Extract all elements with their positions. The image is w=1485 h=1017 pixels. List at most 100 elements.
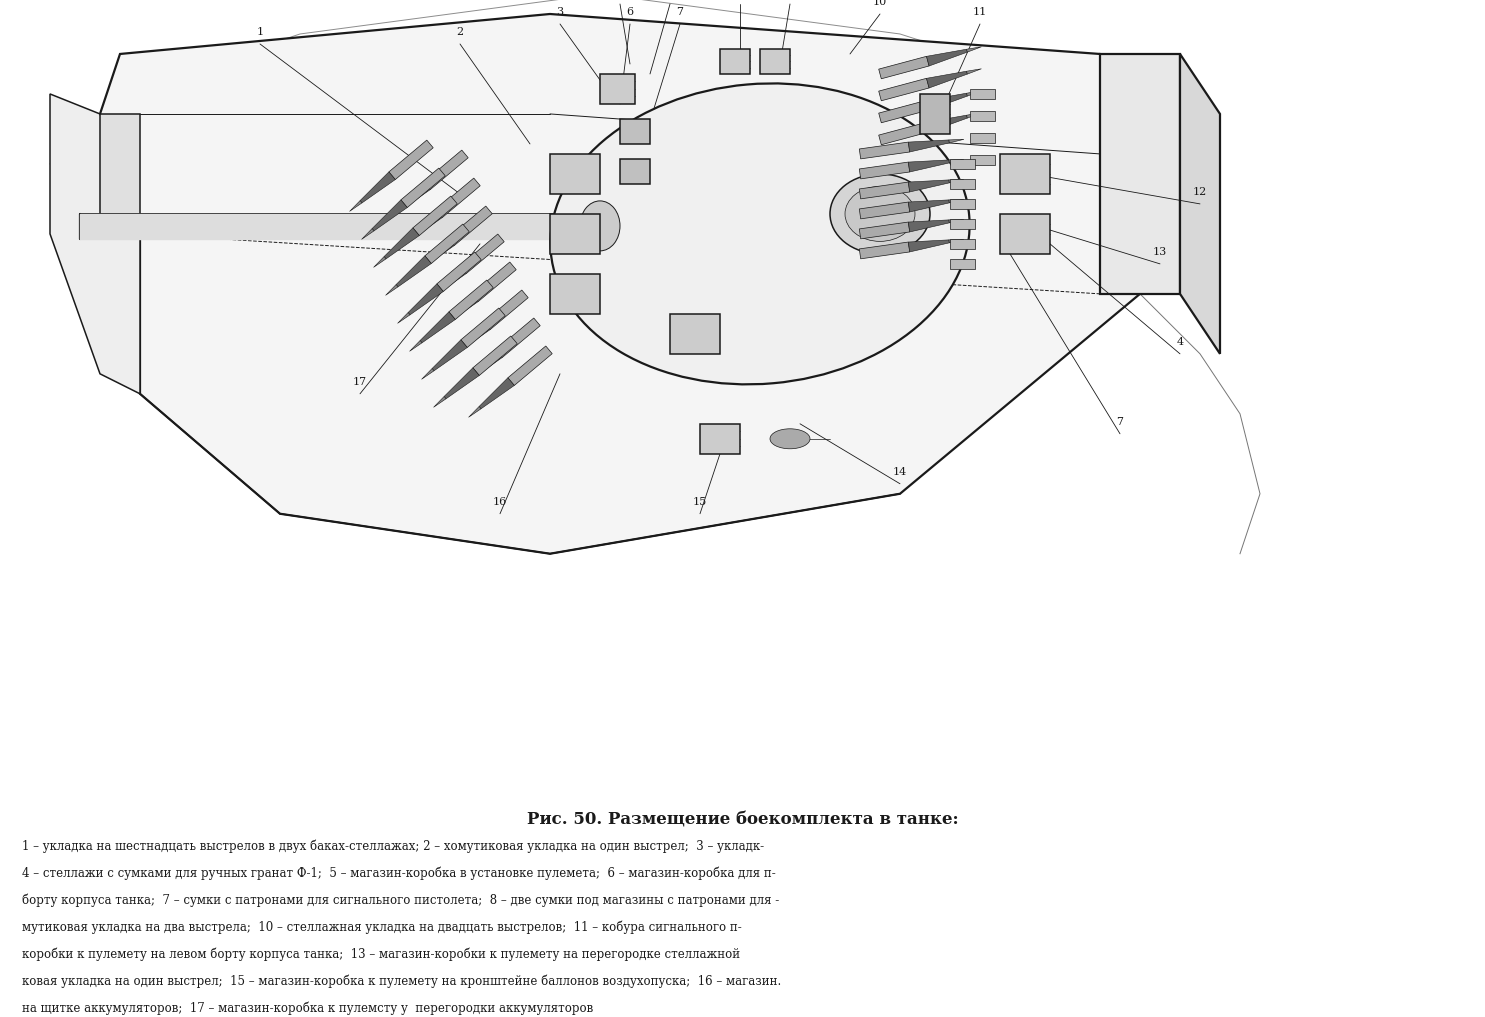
Polygon shape <box>448 206 492 245</box>
Polygon shape <box>361 229 374 239</box>
Polygon shape <box>480 377 514 409</box>
Bar <box>970 111 995 121</box>
Polygon shape <box>420 312 456 343</box>
Text: Рис. 50. Размещение боекомплекта в танке:: Рис. 50. Размещение боекомплекта в танке… <box>527 812 958 829</box>
FancyBboxPatch shape <box>670 314 720 354</box>
Bar <box>970 88 995 99</box>
Polygon shape <box>879 78 930 101</box>
Polygon shape <box>407 210 443 241</box>
Polygon shape <box>860 182 910 199</box>
FancyBboxPatch shape <box>760 49 790 74</box>
Bar <box>950 239 976 249</box>
Polygon shape <box>472 336 517 375</box>
Polygon shape <box>401 168 446 207</box>
Polygon shape <box>359 172 395 203</box>
FancyBboxPatch shape <box>549 214 600 254</box>
Text: 16: 16 <box>493 496 506 506</box>
Text: 6: 6 <box>627 7 634 17</box>
Polygon shape <box>448 280 493 319</box>
Polygon shape <box>385 211 396 222</box>
Polygon shape <box>927 115 967 132</box>
Ellipse shape <box>551 83 970 384</box>
Polygon shape <box>927 94 967 110</box>
Polygon shape <box>909 200 949 212</box>
Polygon shape <box>349 200 362 212</box>
Text: 1 – укладка на шестнадцать выстрелов в двух баках-стеллажах; 2 – хомутиковая укл: 1 – укладка на шестнадцать выстрелов в д… <box>22 840 765 853</box>
Polygon shape <box>472 262 517 301</box>
Polygon shape <box>398 312 410 323</box>
Polygon shape <box>413 196 457 236</box>
Polygon shape <box>909 180 949 192</box>
Polygon shape <box>949 160 964 163</box>
Polygon shape <box>374 256 386 267</box>
Polygon shape <box>432 322 446 334</box>
FancyBboxPatch shape <box>720 49 750 74</box>
Polygon shape <box>444 351 457 361</box>
Polygon shape <box>460 308 505 348</box>
Bar <box>970 155 995 165</box>
Text: 11: 11 <box>973 7 988 17</box>
Polygon shape <box>410 341 422 351</box>
Polygon shape <box>437 178 480 218</box>
Polygon shape <box>395 182 431 213</box>
FancyBboxPatch shape <box>621 119 650 144</box>
Text: ковая укладка на один выстрел;  15 – магазин-коробка к пулемету на кронштейне ба: ковая укладка на один выстрел; 15 – мага… <box>22 974 781 988</box>
Text: коробки к пулемету на левом борту корпуса танка;  13 – магазин-коробки к пулемет: коробки к пулемету на левом борту корпус… <box>22 948 740 961</box>
Polygon shape <box>1100 54 1181 294</box>
Polygon shape <box>860 142 910 159</box>
Polygon shape <box>408 284 444 315</box>
Polygon shape <box>909 160 949 172</box>
Polygon shape <box>949 179 964 183</box>
Polygon shape <box>508 346 552 385</box>
Text: 7: 7 <box>1117 417 1124 427</box>
Polygon shape <box>1181 54 1221 354</box>
Polygon shape <box>860 162 910 179</box>
Polygon shape <box>385 228 419 259</box>
Ellipse shape <box>845 186 915 241</box>
FancyBboxPatch shape <box>600 74 636 104</box>
FancyBboxPatch shape <box>999 214 1050 254</box>
Text: 17: 17 <box>353 377 367 386</box>
Text: 4: 4 <box>1176 337 1184 347</box>
Text: мутиковая укладка на два выстрела;  10 – стеллажная укладка на двадцать выстрело: мутиковая укладка на два выстрела; 10 – … <box>22 920 742 934</box>
Polygon shape <box>909 220 949 232</box>
Text: 2: 2 <box>456 27 463 37</box>
Bar <box>950 259 976 268</box>
Polygon shape <box>949 220 964 223</box>
Text: 13: 13 <box>1152 247 1167 257</box>
Text: 4 – стеллажи с сумками для ручных гранат Ф-1;  5 – магазин-коробка в установке п: 4 – стеллажи с сумками для ручных гранат… <box>22 866 775 880</box>
Ellipse shape <box>581 201 621 251</box>
FancyBboxPatch shape <box>621 159 650 184</box>
Text: 14: 14 <box>892 467 907 477</box>
Polygon shape <box>419 238 454 268</box>
Text: 7: 7 <box>677 7 683 17</box>
Text: 12: 12 <box>1192 187 1207 197</box>
Polygon shape <box>386 285 398 295</box>
Polygon shape <box>50 94 140 394</box>
FancyBboxPatch shape <box>999 154 1050 194</box>
Bar <box>950 219 976 229</box>
Polygon shape <box>422 368 434 379</box>
Polygon shape <box>949 239 964 243</box>
FancyBboxPatch shape <box>699 424 740 454</box>
Polygon shape <box>927 71 967 88</box>
Polygon shape <box>431 265 466 297</box>
Polygon shape <box>373 200 407 231</box>
Polygon shape <box>396 239 408 249</box>
Polygon shape <box>454 321 490 353</box>
Text: 3: 3 <box>557 7 564 17</box>
Ellipse shape <box>771 429 809 448</box>
Bar <box>950 179 976 189</box>
Bar <box>950 199 976 208</box>
Polygon shape <box>879 122 930 144</box>
Bar <box>970 133 995 143</box>
Polygon shape <box>408 266 422 278</box>
Polygon shape <box>99 114 140 234</box>
Polygon shape <box>879 56 930 78</box>
Polygon shape <box>949 139 964 143</box>
Polygon shape <box>967 47 982 52</box>
Polygon shape <box>444 368 480 399</box>
FancyBboxPatch shape <box>549 154 600 194</box>
Polygon shape <box>456 378 469 390</box>
Polygon shape <box>860 242 910 258</box>
